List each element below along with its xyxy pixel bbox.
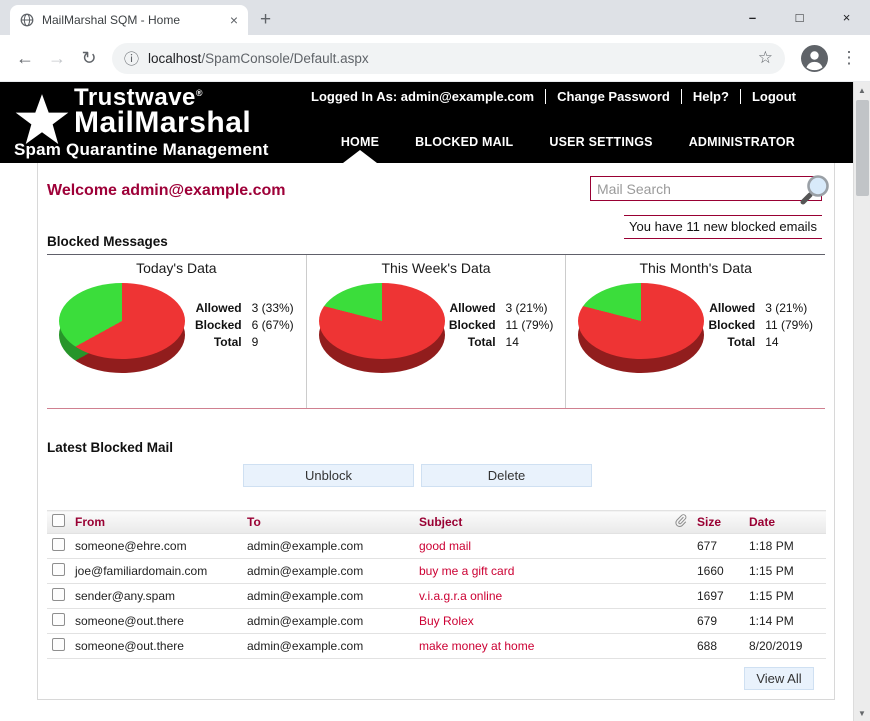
brand-mailmarshal: MailMarshal [74,106,252,139]
brand-trustwave: Trustwave® [74,84,204,111]
profile-avatar[interactable] [801,44,828,72]
brand-subtitle: Spam Quarantine Management [14,140,269,159]
globe-icon [20,13,34,27]
table-row[interactable]: joe@familiardomain.com admin@example.com… [47,558,826,584]
pie-charts: Today's Data Allowed 3 (33%) Blocked 6 (67… [47,255,825,408]
scroll-up-icon[interactable]: ▲ [858,85,866,95]
tab-close-icon[interactable]: × [229,12,238,28]
row-checkbox[interactable] [52,563,65,576]
scroll-thumb[interactable] [856,100,869,196]
browser-tab-bar: MailMarshal SQM - Home × + – □ × [0,0,870,35]
col-size[interactable]: Size [692,510,744,534]
col-to[interactable]: To [242,510,414,534]
pie-title: This Month's Data [639,260,752,276]
blocked-messages-title: Blocked Messages [47,234,825,255]
welcome-heading: Welcome admin@example.com [47,182,286,199]
browser-menu-icon[interactable]: ⋮ [840,48,858,67]
pie-section-month: This Month's Data Allowed 3 (21%) Blocked… [566,255,825,408]
trustwave-star-icon [15,94,69,144]
search-icon[interactable] [797,172,833,208]
window-controls: – □ × [729,0,870,35]
url-text: localhost/SpamConsole/Default.aspx [148,50,369,66]
browser-tab[interactable]: MailMarshal SQM - Home × [10,5,248,35]
tab-title: MailMarshal SQM - Home [42,13,181,27]
bookmark-star-icon[interactable]: ☆ [757,48,773,67]
pie-section-today: Today's Data Allowed 3 (33%) Blocked 6 (67… [47,255,307,408]
row-checkbox[interactable] [52,638,65,651]
row-checkbox[interactable] [52,538,65,551]
row-checkbox[interactable] [52,588,65,601]
minimize-button[interactable]: – [748,10,757,25]
back-icon[interactable]: ← [16,47,34,68]
pie-title: Today's Data [136,260,217,276]
table-row[interactable]: sender@any.spam admin@example.com v.i.a.… [47,583,826,609]
maximize-button[interactable]: □ [795,10,804,25]
nav-administrator[interactable]: ADMINISTRATOR [688,135,795,149]
scroll-down-icon[interactable]: ▼ [858,708,866,718]
col-from[interactable]: From [70,510,242,534]
change-password-link[interactable]: Change Password [546,89,682,104]
page: Trustwave® MailMarshal Spam Quarantine M… [0,82,870,721]
row-checkbox[interactable] [52,613,65,626]
mailmarshal-logo: Trustwave® MailMarshal Spam Quarantine M… [14,86,269,160]
help-link[interactable]: Help? [682,89,741,104]
close-button[interactable]: × [842,10,851,25]
forward-icon: → [48,47,66,68]
table-row[interactable]: someone@ehre.com admin@example.com good … [47,533,826,559]
pie-section-week: This Week's Data Allowed 3 (21%) Blocked 1… [307,255,567,408]
page-scrollbar[interactable]: ▲ ▼ [853,82,870,721]
blocked-emails-notice[interactable]: You have 11 new blocked emails [624,215,822,239]
table-row[interactable]: someone@out.there admin@example.com Buy … [47,608,826,634]
pie-legend: Allowed 3 (21%) Blocked 11 (79%) Total 14 [448,301,554,349]
latest-blocked-title: Latest Blocked Mail [47,440,174,455]
url-bar[interactable]: ⓘ localhost/SpamConsole/Default.aspx ☆ [112,42,785,74]
pie-chart-today [59,283,187,387]
subject-link[interactable]: good mail [419,539,472,553]
mail-search-input[interactable] [591,177,791,200]
nav-blocked-mail[interactable]: BLOCKED MAIL [415,135,514,149]
reload-icon[interactable]: ↻ [81,47,97,68]
col-date[interactable]: Date [744,510,826,534]
table-header-row: From To Subject Size Date [47,510,826,534]
subject-link[interactable]: make money at home [419,639,535,653]
table-row[interactable]: someone@out.there admin@example.com make… [47,633,826,659]
logout-link[interactable]: Logout [751,89,796,104]
logged-in-as: Logged In As: admin@example.com [311,89,547,104]
main-nav: HOME BLOCKED MAIL USER SETTINGS ADMINIST… [323,135,813,163]
view-all-button[interactable]: View All [744,667,814,690]
pie-legend: Allowed 3 (33%) Blocked 6 (67%) Total 9 [194,301,294,349]
attachment-icon [669,510,692,534]
select-all-checkbox[interactable] [52,514,65,527]
session-row: Logged In As: admin@example.com Change P… [311,89,807,104]
mail-actions: Unblock Delete [243,464,592,487]
new-tab-button[interactable]: + [260,9,272,30]
nav-home[interactable]: HOME [323,135,397,163]
page-info-icon[interactable]: ⓘ [124,50,140,68]
blocked-mail-table: From To Subject Size Date someone@ehre.c… [47,510,826,659]
unblock-button[interactable]: Unblock [243,464,414,487]
pie-chart-week [318,283,447,387]
nav-user-settings[interactable]: USER SETTINGS [549,135,653,149]
col-subject[interactable]: Subject [414,510,669,534]
pie-title: This Week's Data [381,260,491,276]
subject-link[interactable]: buy me a gift card [419,564,515,578]
section-divider [47,408,825,409]
site-header: Trustwave® MailMarshal Spam Quarantine M… [0,82,853,163]
delete-button[interactable]: Delete [421,464,592,487]
subject-link[interactable]: v.i.a.g.r.a online [419,589,503,603]
subject-link[interactable]: Buy Rolex [419,614,474,628]
pie-chart-month [578,283,706,387]
mail-search-box [590,175,829,205]
content-panel: Welcome admin@example.com You have 11 ne… [37,163,835,700]
browser-toolbar: ← → ↻ ⓘ localhost/SpamConsole/Default.as… [0,35,870,82]
pie-legend: Allowed 3 (21%) Blocked 11 (79%) Total 14 [708,301,814,349]
